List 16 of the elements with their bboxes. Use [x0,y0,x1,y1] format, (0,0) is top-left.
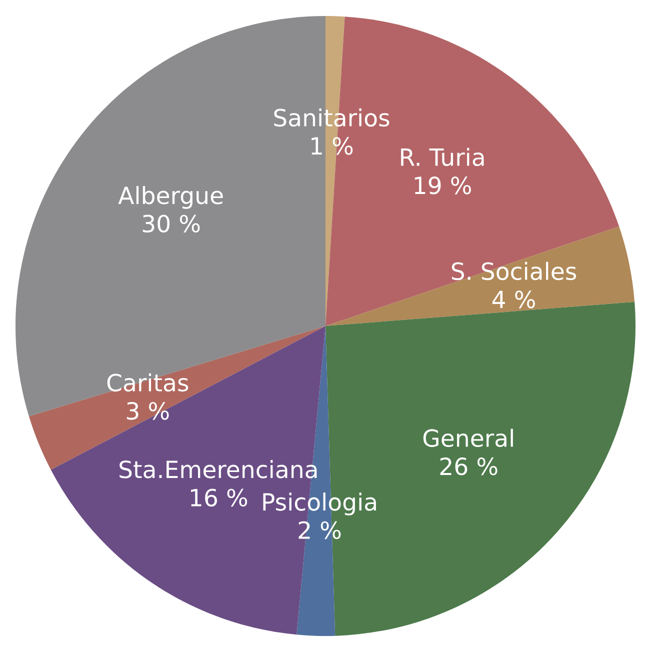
data-label: 2 % [298,521,341,540]
data-label: 3 % [126,402,169,420]
data-label: 16 % [191,488,248,507]
slice-label: Psicologia [263,492,376,516]
slice-label: Sanitarios [274,108,390,127]
slice-label: Caritas [107,373,188,392]
data-label: 1 % [312,137,353,155]
slice-label: Sta.Emerenciana [120,460,317,478]
slice-label: R. Turia [401,148,484,166]
data-label: 19 % [414,176,471,194]
slice-label: Albergue [118,186,223,209]
slice-label: S. Sociales [452,262,576,280]
data-label: 26 % [440,457,498,476]
data-label: 30 % [142,214,200,233]
data-label: 4 % [492,290,535,308]
slice-label: General [423,428,513,448]
